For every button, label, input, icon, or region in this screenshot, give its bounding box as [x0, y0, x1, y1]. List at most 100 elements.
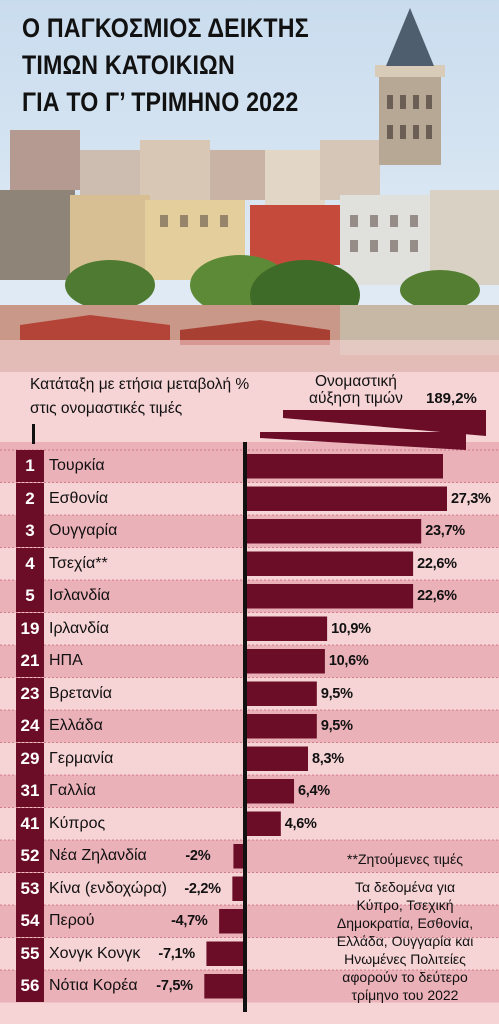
rank-badge: 19 — [16, 612, 44, 645]
country-label: Εσθονία — [49, 489, 109, 507]
rank-badge: 56 — [16, 970, 44, 1002]
table-row: 53 Κίνα (ενδοχώρα) -2,2% — [0, 872, 499, 905]
table-row: 4 Τσεχία** 22,6% — [0, 547, 499, 580]
row-stripe — [0, 905, 499, 938]
table-row: 24 Ελλάδα 9,5% — [0, 710, 499, 742]
bar — [247, 811, 281, 836]
bar — [247, 454, 443, 479]
rank-badge: 5 — [16, 580, 44, 612]
country-label: Κύπρος — [49, 814, 106, 832]
data-label-top: 189,2% — [426, 390, 477, 407]
rank-badge: 31 — [16, 775, 44, 807]
table-row: 21 ΗΠΑ 10,6% — [0, 645, 499, 677]
rank-badge: 54 — [16, 905, 44, 937]
row-stripe — [0, 840, 499, 873]
country-label: Γαλλία — [49, 782, 96, 799]
rank-badge: 29 — [16, 742, 44, 775]
rows-container: 1 Τουρκία 2 Εσθονία 27,3% 3 Ουγγαρία 23,7% 4 Τσεχ… — [0, 450, 499, 1010]
data-label: 27,3% — [451, 490, 491, 507]
data-label: 4,6% — [284, 815, 317, 832]
country-label: Νότια Κορέα — [49, 977, 138, 994]
bar — [247, 486, 447, 511]
country-label: Βρετανία — [49, 684, 113, 702]
scale-break-wedge — [283, 410, 486, 436]
table-row: 56 Νότια Κορέα -7,5% — [0, 970, 499, 1002]
bar — [247, 681, 317, 706]
data-label: 22,6% — [417, 588, 457, 604]
data-label: -7,5% — [156, 978, 193, 994]
rank-badge: 1 — [16, 450, 44, 482]
bar — [247, 551, 414, 576]
bar — [232, 876, 244, 901]
row-stripe — [0, 937, 499, 970]
country-label: Χονγκ Κονγκ — [49, 944, 141, 962]
data-label: 6,4% — [298, 783, 330, 799]
country-label: Ουγγαρία — [49, 522, 118, 539]
rank-badge: 23 — [16, 677, 44, 710]
data-label: 8,3% — [312, 750, 344, 767]
subtitle-line: στις ονομαστικές τιμές — [30, 400, 183, 417]
subtitle-line: Κατάταξη με ετήσια μεταβολή % — [30, 376, 250, 393]
rank-badge: 52 — [16, 840, 44, 872]
table-row: 29 Γερμανία 8,3% — [0, 742, 499, 775]
growth-label-line: αύξηση τιμών — [309, 390, 403, 407]
bar — [247, 714, 317, 739]
bar — [247, 649, 325, 674]
country-label: Γερμανία — [49, 749, 114, 767]
country-label: Ιρλανδία — [49, 619, 109, 637]
title-line: ΓΙΑ ΤΟ Γ’ ΤΡΙΜΗΝΟ 2022 — [22, 87, 299, 117]
row-stripe — [0, 872, 499, 905]
country-label: Ελλάδα — [49, 717, 103, 734]
rank-badge: 3 — [16, 515, 44, 547]
data-label: 23,7% — [425, 523, 465, 539]
ranking-subtitle: Κατάταξη με ετήσια μεταβολή % στις ονομα… — [30, 373, 249, 421]
title-line: ΤΙΜΩΝ ΚΑΤΟΙΚΙΩΝ — [22, 50, 235, 80]
bar — [247, 616, 328, 641]
rank-badge: 41 — [16, 807, 44, 840]
table-row: 41 Κύπρος 4,6% — [0, 807, 499, 840]
rank-badge: 2 — [16, 482, 44, 515]
data-label: 9,5% — [320, 718, 353, 734]
bar — [233, 844, 244, 869]
data-label: -7,1% — [158, 945, 195, 962]
table-row: 52 Νέα Ζηλανδία -2% — [0, 840, 499, 872]
chart-title: Ο ΠΑΓΚΟΣΜΙΟΣ ΔΕΙΚΤΗΣ ΤΙΜΩΝ ΚΑΤΟΙΚΙΩΝ ΓΙΑ… — [22, 10, 309, 121]
table-row: 19 Ιρλανδία 10,9% — [0, 612, 499, 645]
rank-column-marker — [32, 424, 35, 444]
bar — [204, 974, 244, 999]
data-label: -4,7% — [171, 913, 208, 929]
data-label: 9,5% — [320, 685, 353, 702]
table-row: 55 Χονγκ Κονγκ -7,1% — [0, 937, 499, 970]
growth-label: Ονομαστική αύξηση τιμών — [309, 373, 403, 407]
table-row: 31 Γαλλία 6,4% — [0, 775, 499, 807]
row-stripe — [0, 970, 499, 1003]
bar — [247, 779, 295, 804]
rank-badge: 55 — [16, 937, 44, 970]
bar — [206, 941, 244, 966]
bar — [219, 909, 244, 934]
rank-badge: 24 — [16, 710, 44, 742]
country-label: Ισλανδία — [49, 587, 111, 604]
country-label: Περού — [49, 912, 95, 929]
bar — [247, 584, 414, 609]
table-row: 3 Ουγγαρία 23,7% — [0, 515, 499, 547]
data-label: -2% — [185, 848, 211, 864]
data-note: Τα δεδομένα για Κύπρο, Τσεχική Δημοκρατί… — [336, 879, 474, 1003]
country-label: Κίνα (ενδοχώρα) — [49, 879, 167, 897]
growth-label-line: Ονομαστική — [315, 373, 397, 390]
country-label: Τουρκία — [49, 457, 105, 474]
footnote: **Ζητούμενες τιμές — [347, 851, 463, 867]
rank-badge: 4 — [16, 547, 44, 580]
data-label: 10,9% — [331, 620, 371, 637]
data-label: -2,2% — [184, 880, 221, 897]
header-band-strip — [0, 442, 499, 450]
notes-block: **Ζητούμενες τιμές Τα δεδομένα για Κύπρο… — [330, 850, 480, 1004]
table-row: 1 Τουρκία — [0, 450, 499, 482]
country-label: Νέα Ζηλανδία — [49, 847, 147, 864]
scale-break-wedge — [260, 432, 466, 450]
table-row: 54 Περού -4,7% — [0, 905, 499, 937]
table-row: 5 Ισλανδία 22,6% — [0, 580, 499, 612]
title-line: Ο ΠΑΓΚΟΣΜΙΟΣ ΔΕΙΚΤΗΣ — [22, 13, 309, 43]
table-row: 23 Βρετανία 9,5% — [0, 677, 499, 710]
rank-badge: 21 — [16, 645, 44, 677]
